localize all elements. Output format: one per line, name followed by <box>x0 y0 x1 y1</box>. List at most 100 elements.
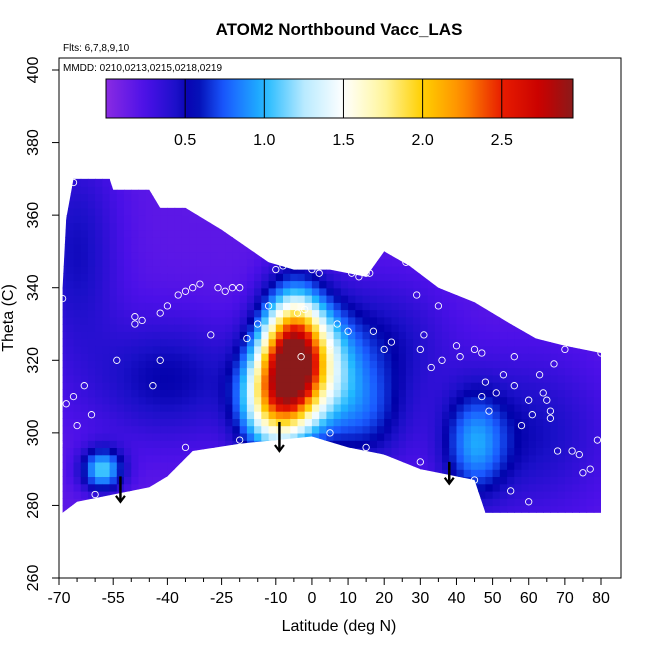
heatmap-cell <box>225 396 233 405</box>
sample-point <box>413 291 421 299</box>
heatmap-cell <box>319 425 327 434</box>
heatmap-cell <box>398 331 407 340</box>
heatmap-cell <box>210 295 219 303</box>
heatmap-cell <box>449 295 457 303</box>
heatmap-cell <box>116 331 125 340</box>
heatmap-cell <box>297 382 306 390</box>
heatmap-cell <box>470 331 479 340</box>
heatmap-cell <box>62 382 67 390</box>
heatmap-cell <box>572 483 580 492</box>
heatmap-cell <box>275 367 284 376</box>
heatmap-cell <box>463 331 472 340</box>
heatmap-cell <box>391 382 400 390</box>
heatmap-cell <box>557 483 566 492</box>
heatmap-cell <box>189 345 197 354</box>
heatmap-cell <box>102 222 111 231</box>
heatmap-cell <box>398 382 407 390</box>
sample-point <box>579 469 587 477</box>
heatmap-cell <box>138 258 147 267</box>
heatmap-cell <box>499 425 508 434</box>
sample-point <box>308 265 316 274</box>
heatmap-cell <box>87 389 96 398</box>
heatmap-cell <box>492 447 501 456</box>
heatmap-cell <box>485 367 494 376</box>
sample-point <box>380 345 388 354</box>
heatmap-cell <box>232 265 241 274</box>
heatmap-cell <box>434 374 443 383</box>
heatmap-cell <box>73 425 82 434</box>
heatmap-cell <box>116 440 125 448</box>
heatmap-cell <box>196 374 205 383</box>
heatmap-cell <box>116 374 125 383</box>
heatmap-cell <box>167 461 176 470</box>
heatmap-cell <box>579 374 588 383</box>
heatmap-cell <box>283 360 291 369</box>
heatmap-cell <box>340 411 349 419</box>
heatmap-cell <box>311 382 320 390</box>
heatmap-cell <box>456 403 465 412</box>
heatmap-cell <box>87 338 96 347</box>
heatmap-cell <box>362 273 371 282</box>
heatmap-cell <box>348 273 356 282</box>
heatmap-cell <box>593 469 602 477</box>
heatmap-cell <box>254 396 262 405</box>
heatmap-cell <box>160 396 168 405</box>
heatmap-cell <box>218 360 226 369</box>
heatmap-cell <box>528 454 537 463</box>
heatmap-cell <box>478 418 486 427</box>
sample-point <box>315 269 323 277</box>
heatmap-cell <box>181 324 190 332</box>
heatmap-cell <box>275 396 284 405</box>
heatmap-cell <box>124 222 132 231</box>
heatmap-cell <box>268 309 277 318</box>
heatmap-cell <box>492 432 501 441</box>
heatmap-cell <box>456 353 465 361</box>
heatmap-cell <box>73 367 82 376</box>
heatmap-cell <box>109 389 118 398</box>
heatmap-cell <box>290 367 299 376</box>
heatmap-cell <box>405 316 414 325</box>
heatmap-cell <box>167 265 176 274</box>
heatmap-cell <box>333 338 342 347</box>
heatmap-cell <box>268 324 277 332</box>
heatmap-cell <box>463 396 472 405</box>
heatmap-cell <box>377 418 385 427</box>
heatmap-cell <box>181 229 190 238</box>
heatmap-cell <box>391 345 400 354</box>
heatmap-cell <box>196 244 205 253</box>
heatmap-cell <box>102 461 111 470</box>
heatmap-cell <box>456 454 465 463</box>
heatmap-cell <box>167 338 176 347</box>
heatmap-cell <box>420 345 429 354</box>
heatmap-cell <box>225 236 233 245</box>
heatmap-cell <box>95 360 103 369</box>
heatmap-cell <box>196 236 205 245</box>
heatmap-cell <box>398 265 407 274</box>
heatmap-cell <box>131 331 140 340</box>
heatmap-cell <box>138 418 147 427</box>
heatmap-cell <box>485 324 494 332</box>
heatmap-cell <box>405 374 414 383</box>
heatmap-cell <box>391 418 400 427</box>
heatmap-cell <box>66 316 74 325</box>
heatmap-cell <box>297 331 306 340</box>
heatmap-cell <box>528 498 537 507</box>
heatmap-cell <box>87 447 96 456</box>
heatmap-cell <box>102 331 111 340</box>
heatmap-cell <box>456 447 465 456</box>
heatmap-cell <box>210 273 219 282</box>
heatmap-cell <box>196 425 205 434</box>
heatmap-cell <box>196 338 205 347</box>
heatmap-cell <box>586 360 595 369</box>
heatmap-cell <box>485 338 494 347</box>
heatmap-cell <box>138 425 147 434</box>
heatmap-cell <box>564 389 573 398</box>
heatmap-cell <box>73 222 82 231</box>
heatmap-cell <box>232 432 241 441</box>
heatmap-cell <box>499 316 508 325</box>
heatmap-cell <box>174 207 183 216</box>
heatmap-cell <box>290 324 299 332</box>
heatmap-cell <box>362 287 371 296</box>
heatmap-cell <box>377 382 385 390</box>
heatmap-cell <box>478 440 486 448</box>
